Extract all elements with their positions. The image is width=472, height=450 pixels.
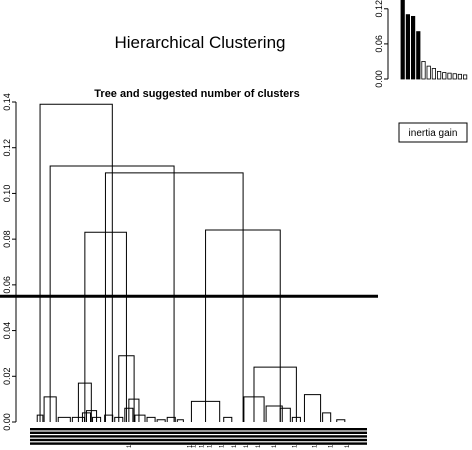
dendrogram-merge bbox=[57, 416, 71, 422]
inertia-bar bbox=[400, 0, 405, 80]
leaf-label-bar bbox=[30, 431, 367, 434]
inertia-bar bbox=[431, 68, 437, 80]
leaf-labels: 1 11 1 1 1 1 1 1 1 1 1 1 1 bbox=[127, 444, 351, 448]
leaf-label: 1 bbox=[232, 444, 238, 448]
dendrogram-merge bbox=[134, 414, 146, 422]
inset-y-tick-label: 0.06 bbox=[374, 35, 384, 53]
inset-y-tick-label: 0.00 bbox=[374, 70, 384, 88]
inertia-legend-label: inertia gain bbox=[409, 128, 458, 139]
inertia-bar bbox=[421, 61, 426, 80]
y-tick-label: 0.14 bbox=[2, 93, 12, 111]
inertia-bar bbox=[410, 15, 416, 80]
inset-y-tick-label: 0.12 bbox=[374, 0, 384, 18]
dendrogram-tree bbox=[36, 103, 346, 422]
y-tick-label: 0.04 bbox=[2, 322, 12, 340]
y-tick-label: 0.02 bbox=[2, 368, 12, 386]
leaf-label: 1 bbox=[272, 444, 278, 448]
leaf-label-bar bbox=[30, 428, 367, 431]
y-tick-label: 0.12 bbox=[2, 139, 12, 157]
leaf-label: 1 bbox=[187, 444, 193, 448]
leaf-label: 1 bbox=[208, 444, 214, 448]
leaf-label: 1 bbox=[292, 444, 298, 448]
dendrogram-merge bbox=[223, 416, 233, 422]
leaf-label-bar bbox=[30, 435, 367, 438]
leaf-label: 1 bbox=[329, 444, 335, 448]
dendrogram-merge bbox=[146, 416, 156, 422]
dendrogram-merge bbox=[166, 416, 176, 422]
dendrogram-merge bbox=[253, 366, 297, 422]
inertia-bar bbox=[416, 31, 421, 80]
leaf-label-bar bbox=[30, 438, 367, 442]
dendrogram-merge bbox=[336, 419, 346, 422]
inertia-bar bbox=[442, 72, 447, 80]
y-tick-label: 0.06 bbox=[2, 276, 12, 294]
dendrogram-merge bbox=[265, 405, 283, 422]
leaf-label: 1 bbox=[244, 444, 250, 448]
leaf-label: 1 bbox=[191, 444, 197, 448]
inertia-bar bbox=[447, 72, 452, 80]
leaf-label-bar bbox=[30, 442, 367, 445]
leaf-label-bars bbox=[30, 428, 367, 445]
inertia-bar bbox=[405, 14, 411, 80]
y-tick-label: 0.10 bbox=[2, 185, 12, 203]
inertia-bar bbox=[457, 73, 463, 80]
dendrogram-merge bbox=[156, 419, 166, 422]
leaf-label: 1 bbox=[220, 444, 226, 448]
leaf-label: 1 bbox=[127, 444, 133, 448]
dendrogram-merge bbox=[303, 394, 322, 422]
inertia-legend: inertia gain bbox=[398, 122, 468, 143]
leaf-label: 1 bbox=[256, 444, 262, 448]
leaf-label: 1 bbox=[345, 444, 351, 448]
y-tick-label: 0.00 bbox=[2, 413, 12, 431]
leaf-label: 1 bbox=[313, 444, 319, 448]
dendrogram-merge bbox=[176, 419, 184, 422]
dendrogram-merge bbox=[279, 407, 291, 422]
inertia-bar bbox=[452, 73, 457, 80]
inertia-bar bbox=[436, 70, 442, 80]
main-title: Hierarchical Clustering bbox=[114, 33, 285, 52]
leaf-label: 1 bbox=[200, 444, 206, 448]
inertia-bar bbox=[462, 74, 468, 80]
dendrogram-merge bbox=[39, 103, 113, 422]
dendrogram-title: Tree and suggested number of clusters bbox=[94, 88, 299, 100]
inertia-bar bbox=[426, 65, 431, 80]
inertia-legend-box bbox=[398, 122, 468, 143]
dendrogram-merge bbox=[322, 412, 332, 422]
inertia-y-axis: 0.00 0.06 0.12 bbox=[374, 0, 389, 88]
inertia-bars bbox=[400, 0, 468, 80]
dendrogram-y-axis: 0.00 0.02 0.04 0.06 0.08 0.10 0.12 0.14 bbox=[2, 93, 17, 431]
y-tick-label: 0.08 bbox=[2, 230, 12, 248]
